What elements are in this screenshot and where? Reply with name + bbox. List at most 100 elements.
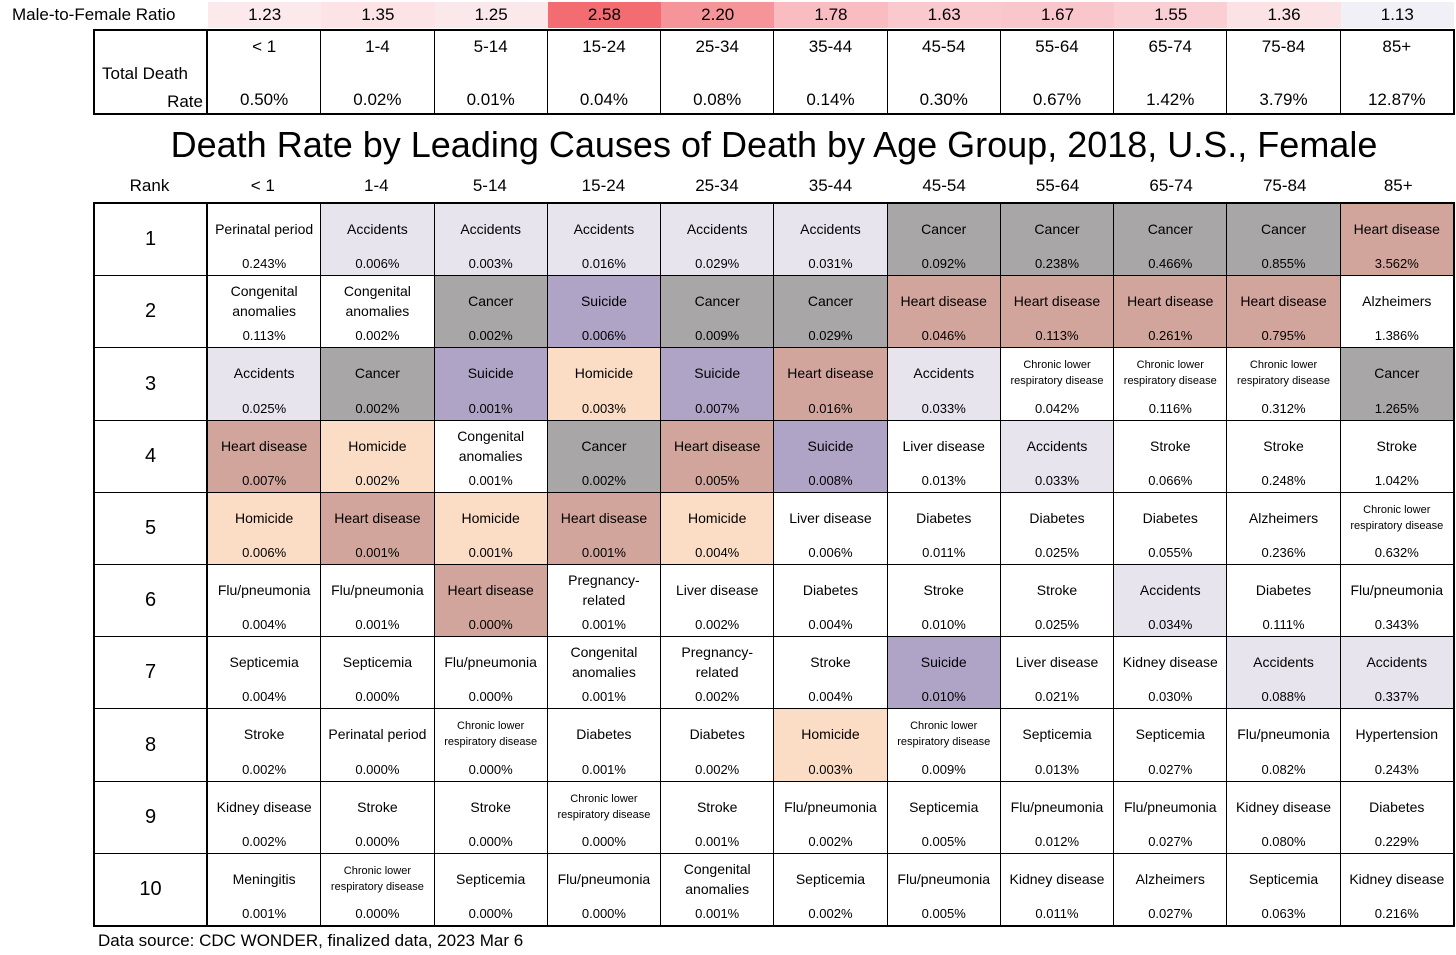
cause-label: Kidney disease xyxy=(1341,854,1453,904)
cause-text: Heart disease xyxy=(447,582,534,599)
cause-label: Kidney disease xyxy=(1001,854,1113,904)
cause-label: Heart disease xyxy=(1001,276,1113,326)
cause-text: Pregnancy-related xyxy=(568,572,640,609)
total-cell: 45-54 0.30% xyxy=(888,31,1001,113)
total-rate-value: 0.30% xyxy=(919,90,968,109)
cause-label: Flu/pneumonia xyxy=(435,637,547,687)
cause-rate: 0.042% xyxy=(1034,400,1080,416)
cause-rate: 0.002% xyxy=(695,761,740,777)
cause-rate: 0.010% xyxy=(921,617,966,633)
cause-label: Accidents xyxy=(548,204,660,254)
cause-label: Heart disease xyxy=(661,421,773,471)
cause-label: Hypertension xyxy=(1341,709,1453,759)
total-rate-value: 3.79% xyxy=(1259,90,1308,109)
cause-cell: Chronic lower respiratory disease 0.632% xyxy=(1340,492,1453,565)
cause-text: Accidents xyxy=(913,365,975,382)
cause-text: Heart disease xyxy=(1353,221,1440,237)
cause-label: Cancer xyxy=(1227,204,1339,254)
cause-text: Suicide xyxy=(580,293,627,310)
cause-cell: Heart disease 0.046% xyxy=(887,276,1001,348)
cause-rate: 0.243% xyxy=(1374,761,1419,777)
table-row: 2 Congenital anomalies 0.113% Congenital anom… xyxy=(95,276,1453,349)
cause-label: Flu/pneumonia xyxy=(208,565,320,615)
cause-label: Flu/pneumonia xyxy=(1001,782,1113,832)
cause-cell: Stroke 1.042% xyxy=(1340,420,1453,492)
cause-label: Heart disease xyxy=(548,493,660,543)
cause-rate: 0.003% xyxy=(581,400,626,416)
cause-cell: Septicemia 0.063% xyxy=(1227,853,1341,926)
cause-rate: 0.001% xyxy=(581,617,626,633)
cause-text: Chronic lower respiratory disease xyxy=(1237,359,1330,388)
cause-rate: 0.001% xyxy=(695,833,740,849)
cause-label: Stroke xyxy=(774,637,886,687)
cause-label: Heart disease xyxy=(1227,276,1339,326)
cause-rate: 0.034% xyxy=(1148,617,1193,633)
cause-cell: Heart disease 0.005% xyxy=(661,420,775,492)
total-rate-value: 1.42% xyxy=(1146,90,1195,109)
cause-cell: Accidents 0.034% xyxy=(1114,565,1228,637)
cause-label: Suicide xyxy=(661,348,773,398)
cause-cell: Accidents 0.003% xyxy=(434,204,548,276)
cause-text: Homicide xyxy=(574,365,634,382)
cause-text: Stroke xyxy=(1376,437,1418,454)
cause-text: Stroke xyxy=(923,582,964,599)
cause-cell: Cancer 0.238% xyxy=(1000,204,1115,276)
total-rate-value: 12.87% xyxy=(1367,90,1426,109)
cause-rate: 0.082% xyxy=(1261,761,1306,777)
table-row: 4 Heart disease 0.007% Homicide 0.002% Congen… xyxy=(95,420,1453,493)
cause-cell: Homicide 0.003% xyxy=(774,709,888,781)
cause-rate: 0.000% xyxy=(468,906,513,922)
cause-cell: Stroke 0.004% xyxy=(774,637,888,709)
cause-label: Diabetes xyxy=(1341,782,1453,832)
cause-rate: 0.001% xyxy=(242,906,287,922)
cause-rate: 0.007% xyxy=(695,400,740,416)
cause-rate: 0.030% xyxy=(1148,689,1193,705)
cause-text: Alzheimers xyxy=(1362,293,1432,310)
cause-rate: 0.011% xyxy=(1035,906,1079,922)
cause-rate: 0.003% xyxy=(468,256,513,272)
cause-rate: 0.855% xyxy=(1261,256,1306,272)
total-age-label: 1-4 xyxy=(365,37,390,56)
cause-text: Homicide xyxy=(688,509,747,526)
cause-text: Congenital anomalies xyxy=(570,644,638,681)
age-group-header: 65-74 xyxy=(1149,176,1193,195)
cause-rate: 0.063% xyxy=(1261,906,1306,922)
main-table-header: Rank < 1 1-4 5-14 15-24 25-34 35-44 45-54 55-64… xyxy=(93,176,1455,200)
cause-label: Perinatal period xyxy=(208,204,320,254)
cause-rate: 0.029% xyxy=(695,256,740,272)
cause-text: Septicemia xyxy=(229,654,299,671)
cause-rate: 0.001% xyxy=(468,545,513,561)
cause-text: Diabetes xyxy=(1369,798,1425,815)
cause-rate: 0.055% xyxy=(1148,545,1193,561)
cause-label: Diabetes xyxy=(1114,493,1226,543)
cause-rate: 0.002% xyxy=(695,617,740,633)
cause-cell: Congenital anomalies 0.001% xyxy=(661,853,775,926)
cause-cell: Heart disease 0.113% xyxy=(1000,276,1115,348)
total-rate-value: 0.02% xyxy=(353,90,402,109)
rank-cell: 3 xyxy=(95,348,208,420)
cause-cell: Stroke 0.001% xyxy=(661,781,775,853)
cause-text: Diabetes xyxy=(576,726,632,743)
table-row: 10 Meningitis 0.001% Chronic lower respirato… xyxy=(95,853,1453,926)
cause-cell: Flu/pneumonia 0.004% xyxy=(208,565,322,637)
cause-rate: 0.001% xyxy=(581,545,626,561)
cause-rate: 0.013% xyxy=(1034,761,1080,777)
cause-text: Heart disease xyxy=(560,509,648,526)
cause-label: Homicide xyxy=(321,421,433,471)
cause-text: Congenital anomalies xyxy=(457,427,525,464)
cause-cell: Suicide 0.001% xyxy=(434,348,548,420)
cause-cell: Septicemia 0.000% xyxy=(321,637,435,709)
cause-rate: 0.004% xyxy=(695,545,740,561)
cause-label: Septicemia xyxy=(321,637,433,687)
age-group-header: < 1 xyxy=(250,176,275,195)
cause-cell: Heart disease 0.795% xyxy=(1227,276,1341,348)
ratio-cell: 1.67 xyxy=(1000,2,1115,28)
total-rate-value: 0.67% xyxy=(1032,90,1082,109)
cause-rate: 0.027% xyxy=(1148,761,1193,777)
cause-text: Chronic lower respiratory disease xyxy=(1350,503,1444,532)
data-source-note: Data source: CDC WONDER, finalized data,… xyxy=(98,931,524,950)
cause-rate: 0.113% xyxy=(1035,328,1079,344)
ratio-row: 1.23 1.35 1.25 2.58 2.20 1.78 1.63 1.67 1.55 1.36… xyxy=(208,2,1454,28)
cause-text: Accidents xyxy=(1026,437,1088,454)
cause-text: Cancer xyxy=(1374,365,1420,382)
